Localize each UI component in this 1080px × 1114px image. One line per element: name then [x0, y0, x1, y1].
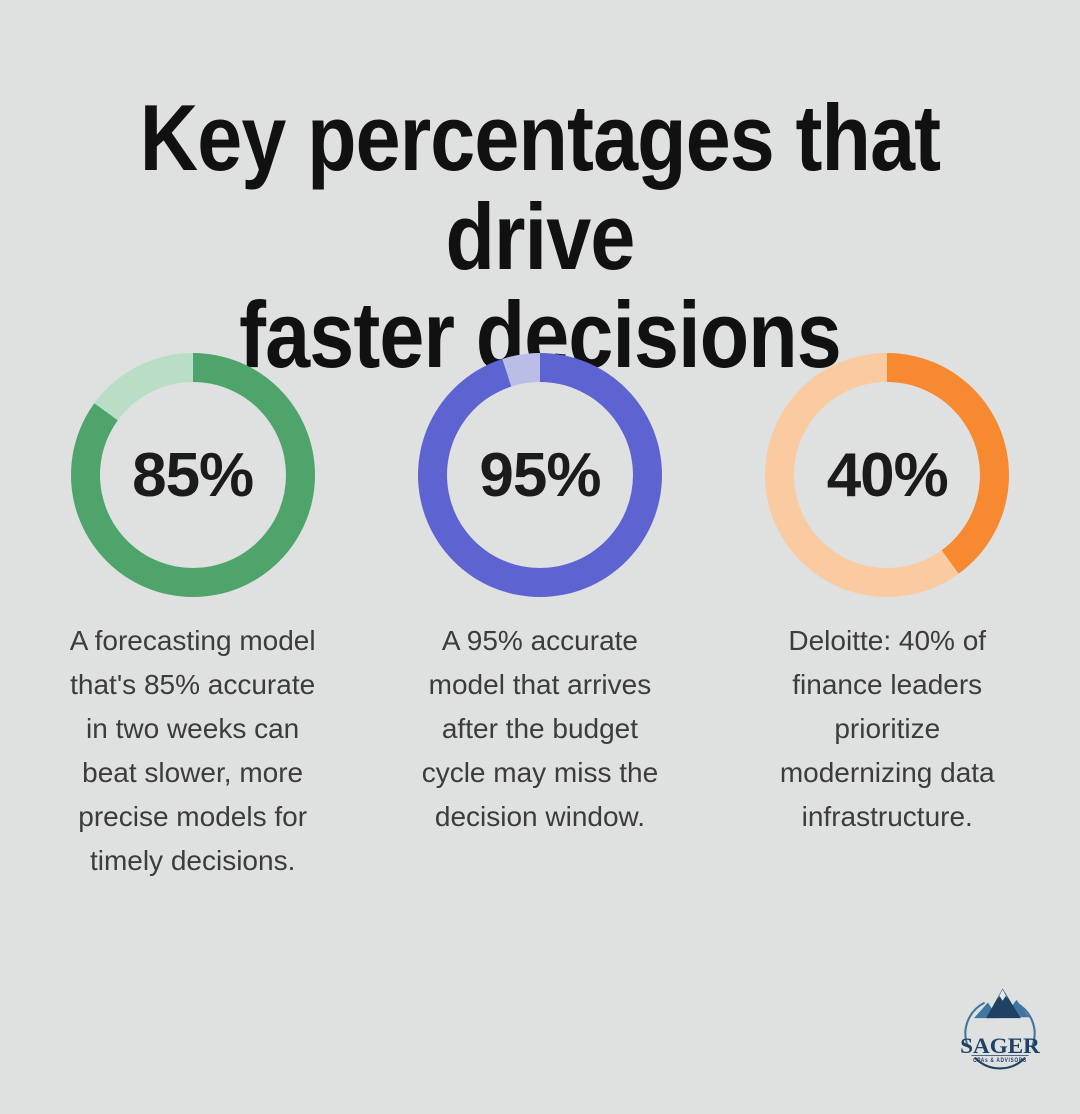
stat-caption-40: Deloitte: 40% of finance leaders priorit… — [779, 625, 995, 832]
page-title: Key percentages that drive faster decisi… — [139, 85, 941, 388]
donut-chart-85: 85% — [70, 353, 315, 597]
donut-hole: 40% — [794, 382, 981, 568]
donut-chart-95: 95% — [417, 353, 662, 597]
donut-hole: 95% — [446, 382, 633, 568]
sager-logo: SAGER CPAs & ADVISORS — [960, 988, 1041, 1070]
logo-arc-left — [964, 1002, 985, 1046]
donut-chart-40: 40% — [765, 353, 1010, 597]
donut-value-85: 85% — [132, 440, 254, 510]
logo-wordmark: SAGER — [960, 1033, 1040, 1058]
logo-arc-bottom — [974, 1057, 1026, 1070]
donut-hole: 85% — [99, 382, 286, 568]
donut-value-40: 40% — [826, 440, 949, 510]
mountain-main-icon — [986, 988, 1021, 1019]
stat-card-40: 40% Deloitte: 40% of finance leaders pri… — [714, 353, 1061, 883]
stat-caption-85: A forecasting model that's 85% accurate … — [69, 625, 316, 876]
mountain-snow-icon — [997, 989, 1008, 1001]
logo-subtitle: CPAs & ADVISORS — [973, 1058, 1027, 1064]
stat-card-85: 85% A forecasting model that's 85% accur… — [19, 353, 366, 883]
donut-value-95: 95% — [479, 440, 601, 510]
stat-caption-95: A 95% accurate model that arrives after … — [421, 625, 659, 832]
charts-row: 85% A forecasting model that's 85% accur… — [19, 353, 1061, 883]
stat-card-95: 95% A 95% accurate model that arrives af… — [366, 353, 713, 883]
